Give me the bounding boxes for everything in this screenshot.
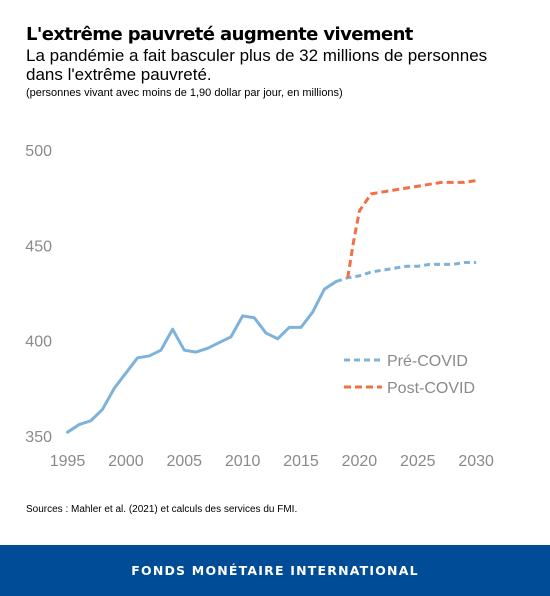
- line-chart: 350 400 450 500 1995 2000 2005 2010 2015 2020 2025…: [25, 143, 494, 470]
- chart-subtitle: La pandémie a fait basculer plus de 32 m…: [26, 46, 488, 84]
- legend-label: Pré-COVID: [387, 353, 468, 370]
- footer-banner: FONDS MONÉTAIRE INTERNATIONAL: [0, 545, 550, 596]
- y-tick-label: 450: [25, 238, 52, 255]
- x-tick-label: 2015: [283, 453, 319, 470]
- x-tick-label: 2000: [108, 453, 144, 470]
- footer-label: FONDS MONÉTAIRE INTERNATIONAL: [131, 563, 419, 578]
- legend-label: Post-COVID: [387, 380, 475, 397]
- x-tick-label: 2005: [166, 453, 202, 470]
- series-line-post-covid: [346, 179, 477, 278]
- x-tick-label: 2030: [458, 453, 494, 470]
- y-tick-label: 400: [25, 334, 52, 351]
- y-tick-label: 500: [25, 143, 52, 160]
- x-tick-label: 2025: [400, 453, 436, 470]
- chart-unit-note: (personnes vivant avec moins de 1,90 dol…: [26, 87, 343, 99]
- x-tick-label: 2020: [342, 453, 378, 470]
- x-tick-label: 1995: [50, 453, 86, 470]
- series-line-pre-covid-projection: [335, 260, 477, 283]
- x-tick-label: 2010: [225, 453, 261, 470]
- source-note: Sources : Mahler et al. (2021) et calcul…: [26, 504, 298, 515]
- series-line-pre-covid-actual: [66, 280, 338, 434]
- chart-title: L'extrême pauvreté augmente vivement: [26, 24, 413, 45]
- y-tick-label: 350: [25, 429, 52, 446]
